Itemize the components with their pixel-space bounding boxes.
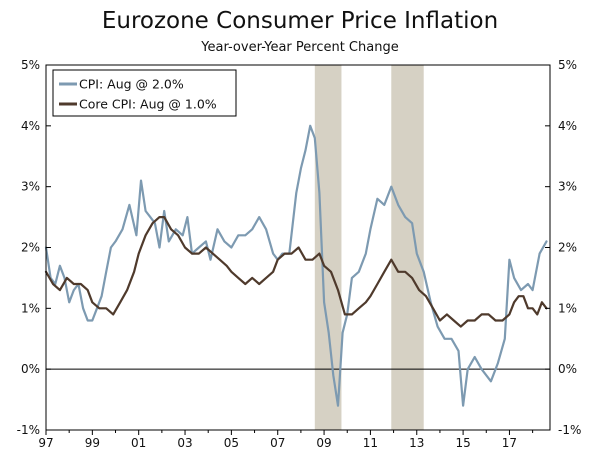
- y-tick-label-left: 4%: [21, 119, 40, 133]
- x-tick-label: 09: [316, 436, 331, 450]
- y-tick-label-right: 3%: [558, 180, 577, 194]
- legend-label-core-cpi: Core CPI: Aug @ 1.0%: [79, 97, 217, 112]
- y-tick-label-left: 0%: [21, 362, 40, 376]
- y-tick-label-left: -1%: [17, 423, 40, 437]
- x-tick-label: 17: [502, 436, 517, 450]
- legend-label-cpi: CPI: Aug @ 2.0%: [79, 77, 184, 92]
- y-axis-right: 5% 4% 3% 2% 1% 0% -1%: [545, 58, 581, 437]
- y-tick-label-right: 5%: [558, 58, 577, 72]
- x-tick-label: 05: [224, 436, 239, 450]
- x-tick-label: 11: [363, 436, 378, 450]
- x-axis: 97 99 01 03 05 07 09 11 13 15 17: [38, 430, 534, 450]
- y-tick-label-right: 0%: [558, 362, 577, 376]
- y-tick-label-right: 1%: [558, 301, 577, 315]
- x-tick-label: 01: [131, 436, 146, 450]
- x-tick-label: 15: [455, 436, 470, 450]
- recession-shading-group: [314, 65, 424, 430]
- series-line-core-cpi: [44, 216, 548, 328]
- legend-box: [52, 69, 237, 117]
- series-line-cpi: [44, 124, 548, 407]
- legend: CPI: Aug @ 2.0% Core CPI: Aug @ 1.0%: [52, 69, 237, 117]
- x-tick-label: 07: [270, 436, 285, 450]
- recession-band-1: [314, 65, 342, 430]
- y-tick-label-left: 5%: [21, 58, 40, 72]
- y-tick-label-right: 2%: [558, 241, 577, 255]
- y-tick-label-left: 3%: [21, 180, 40, 194]
- y-tick-label-right: 4%: [558, 119, 577, 133]
- y-tick-label-left: 2%: [21, 241, 40, 255]
- chart-title: Eurozone Consumer Price Inflation: [101, 8, 499, 34]
- y-axis-left: 5% 4% 3% 2% 1% 0% -1%: [17, 58, 51, 437]
- x-tick-label: 99: [85, 436, 100, 450]
- x-tick-label: 97: [38, 436, 53, 450]
- chart-subtitle: Year-over-Year Percent Change: [201, 40, 399, 55]
- x-tick-label: 13: [409, 436, 424, 450]
- recession-band-2: [391, 65, 424, 430]
- y-tick-label-left: 1%: [21, 301, 40, 315]
- y-tick-label-right: -1%: [558, 423, 581, 437]
- x-tick-label: 03: [177, 436, 192, 450]
- series-group: [44, 124, 548, 407]
